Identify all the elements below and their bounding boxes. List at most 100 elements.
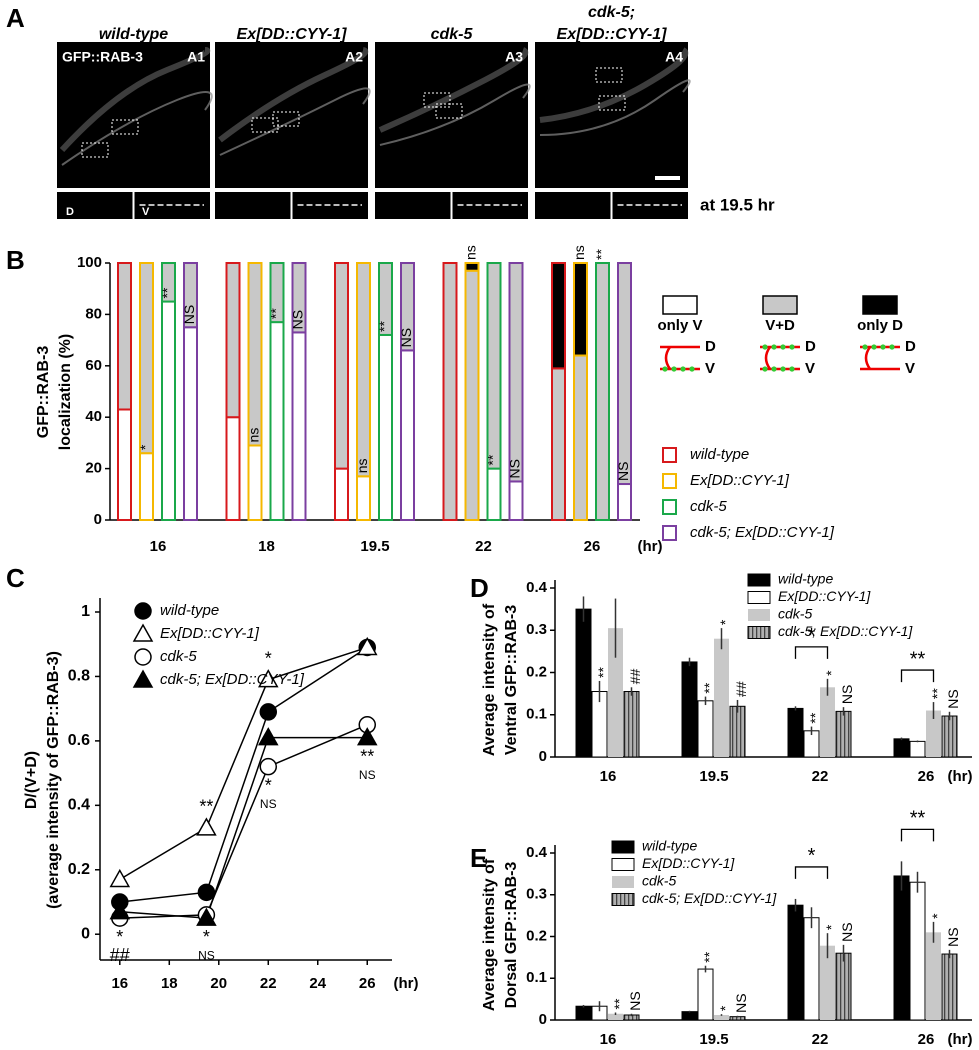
legend-label: Ex[DD::CYY-1]: [642, 855, 735, 871]
schematic-dot: [789, 366, 795, 372]
roi-box: [251, 117, 279, 133]
worm-outline: [59, 47, 211, 153]
panel-letter: B: [6, 245, 25, 275]
bar-segment: [508, 480, 524, 522]
y-tick-label: 0: [94, 511, 102, 528]
y-tick-label: 1: [81, 603, 90, 620]
significance-label: **: [593, 249, 609, 260]
significance-label: NS: [290, 310, 306, 329]
bar-segment: [139, 452, 154, 521]
schematic-dot: [689, 366, 695, 372]
schematic-dot: [762, 344, 768, 350]
legend-label: cdk-5; Ex[DD::CYY-1]: [690, 524, 835, 541]
bar: [803, 917, 820, 1021]
bracket: [794, 646, 829, 659]
panel-letter: C: [6, 563, 25, 593]
significance-label: **: [360, 746, 374, 766]
bracket-label: **: [910, 808, 926, 830]
segment-swatch: [862, 295, 898, 315]
significance-label: NS: [615, 462, 631, 481]
y-axis-label: (average intensity of GFP::RAB-3): [45, 651, 62, 909]
legend-swatch: [747, 573, 771, 587]
bracket: [900, 669, 935, 683]
y-tick-label: 0.6: [68, 732, 90, 749]
x-tick-label: 26: [918, 1031, 935, 1048]
bar: [926, 710, 941, 757]
legend-label: cdk-5: [690, 498, 727, 515]
y-axis-label: Average intensity of: [481, 603, 498, 756]
legend-label: wild-type: [642, 838, 697, 854]
legend-label: Ex[DD::CYY-1]: [690, 472, 790, 489]
panel-letter: A: [6, 3, 25, 33]
bar: [575, 608, 592, 758]
significance-label: ns: [463, 245, 479, 260]
bar-segment: [356, 475, 371, 521]
bar: [608, 1013, 623, 1020]
legend-swatch: [612, 876, 634, 888]
schematic-label: V: [805, 360, 815, 377]
schematic-commissure: [864, 346, 872, 370]
significance-label: **: [199, 797, 213, 817]
x-tick-label: 18: [258, 538, 275, 555]
significance-label: NS: [627, 991, 643, 1010]
x-unit: (hr): [394, 975, 419, 992]
line: [119, 724, 368, 919]
schematic-label: D: [805, 338, 816, 355]
significance-label: *: [203, 927, 210, 947]
y-tick-label: 0.1: [526, 969, 547, 986]
worm-outline: [379, 83, 531, 146]
legend-label: Ex[DD::CYY-1]: [778, 588, 871, 604]
significance-label: *: [137, 444, 153, 450]
inset-label: V: [142, 206, 150, 218]
schematic-dot: [889, 344, 895, 350]
significance-label: **: [929, 688, 945, 699]
schematic-dot: [671, 366, 677, 372]
significance-label: NS: [839, 685, 855, 704]
legend-marker: [134, 602, 152, 620]
bar: [941, 715, 958, 758]
bar-segment: [161, 262, 176, 303]
segment-swatch: [762, 295, 798, 315]
image-tag: A4: [665, 49, 683, 65]
y-tick-label: 0: [539, 1011, 547, 1028]
x-tick-label: 18: [161, 975, 178, 992]
roi-box: [423, 92, 451, 108]
bar-segment: [183, 326, 198, 521]
bracket-label: *: [808, 845, 816, 867]
worm-outline: [219, 87, 371, 156]
bar: [893, 875, 910, 1021]
bar-segment: [378, 333, 393, 521]
bar-segment: [442, 262, 458, 521]
significance-label: ##: [733, 681, 749, 697]
image-title: Ex[DD::CYY-1]: [237, 26, 348, 43]
schematic-dot: [780, 366, 786, 372]
legend-swatch: [662, 447, 677, 463]
x-tick-label: 22: [812, 768, 829, 785]
inset: [215, 192, 291, 219]
significance-label: **: [701, 951, 717, 962]
inset: [535, 192, 611, 219]
significance-label: **: [485, 454, 501, 465]
y-axis-label: Average intensity of: [481, 858, 498, 1011]
roi-box: [435, 103, 463, 119]
x-tick-label: 26: [584, 538, 601, 555]
schematic-dot: [662, 366, 668, 372]
schematic-dot: [771, 344, 777, 350]
worm-outline: [539, 47, 689, 123]
schematic-commissure: [664, 346, 672, 370]
roi-box: [598, 95, 626, 111]
segment-label: only D: [857, 317, 903, 334]
bar-segment: [486, 467, 502, 522]
schematic-dot: [780, 344, 786, 350]
schematic-dot: [762, 366, 768, 372]
significance-label: **: [807, 712, 823, 723]
roi-box: [111, 119, 139, 135]
legend-label: Ex[DD::CYY-1]: [160, 625, 260, 642]
legend-label: cdk-5: [778, 606, 812, 622]
bar: [909, 740, 926, 758]
x-unit: (hr): [638, 538, 663, 555]
bar: [835, 952, 852, 1021]
note: at 19.5 hr: [700, 195, 775, 214]
significance-label: NS: [398, 328, 414, 347]
